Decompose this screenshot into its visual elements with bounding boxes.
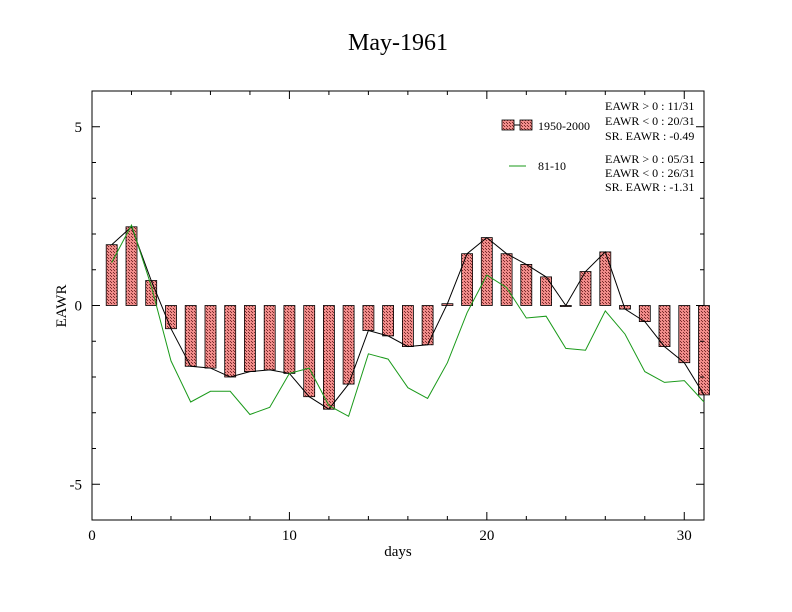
bar-day-26 [599, 251, 612, 306]
x-tick-label-20: 20 [479, 528, 494, 544]
legend-stat-1950-2000-neg: EAWR < 0 : 20/31 [605, 114, 695, 128]
series-line-81-10 [111, 223, 705, 418]
bar-day-29 [658, 305, 671, 347]
legend-stat-1950-2000-pos: EAWR > 0 : 11/31 [605, 99, 694, 113]
legend-stat-1950-2000-sr: SR. EAWR : -0.49 [605, 129, 694, 143]
series-line-1950-2000 [111, 225, 705, 410]
y-tick-label--5: -5 [70, 477, 83, 493]
bar-day-5 [184, 305, 197, 367]
bar-day-30 [678, 305, 691, 364]
bar-day-22 [520, 263, 533, 306]
y-tick-label-0: 0 [75, 299, 83, 315]
x-axis-label: days [384, 544, 412, 560]
legend-swatch-1950-2000-left [501, 119, 515, 131]
x-tick-label-0: 0 [88, 528, 96, 544]
bar-day-16 [401, 305, 414, 347]
bar-day-23 [540, 276, 552, 306]
bar-day-11 [303, 305, 316, 398]
bars-layer [105, 226, 710, 410]
bar-day-15 [382, 305, 395, 337]
bar-day-10 [283, 305, 296, 374]
legend-stat-81-10-pos: EAWR > 0 : 05/31 [605, 152, 695, 166]
bar-day-6 [204, 305, 217, 369]
x-tick-label-10: 10 [282, 528, 297, 544]
legend-label-1950-2000: 1950-2000 [538, 119, 590, 133]
legend-label-81-10: 81-10 [538, 159, 566, 173]
axes-layer: 0 10 20 30 -5 0 5 [70, 91, 704, 544]
bar-day-20 [480, 237, 493, 306]
chart-title: May-1961 [348, 30, 448, 56]
x-tick-label-30: 30 [677, 528, 692, 544]
bar-day-21 [500, 253, 513, 306]
bar-day-4 [165, 305, 177, 330]
y-axis-label: EAWR [54, 285, 70, 328]
bar-day-12 [322, 305, 335, 410]
bar-day-17 [421, 305, 434, 346]
bar-day-31 [698, 305, 710, 396]
bar-day-7 [224, 305, 237, 378]
bar-day-25 [579, 271, 592, 306]
bar-day-8 [243, 305, 256, 372]
bar-day-19 [461, 253, 474, 306]
legend: 1950-2000 81-10 EAWR > 0 : 11/31 EAWR < … [501, 99, 695, 194]
bar-day-1 [105, 244, 118, 306]
bar-day-14 [362, 305, 375, 331]
lines-layer [111, 223, 705, 418]
y-tick-label-5: 5 [75, 120, 83, 136]
legend-swatch-1950-2000-right [519, 119, 533, 131]
legend-stat-81-10-neg: EAWR < 0 : 26/31 [605, 166, 695, 180]
bar-day-9 [263, 305, 276, 371]
legend-stat-81-10-sr: SR. EAWR : -1.31 [605, 180, 694, 194]
